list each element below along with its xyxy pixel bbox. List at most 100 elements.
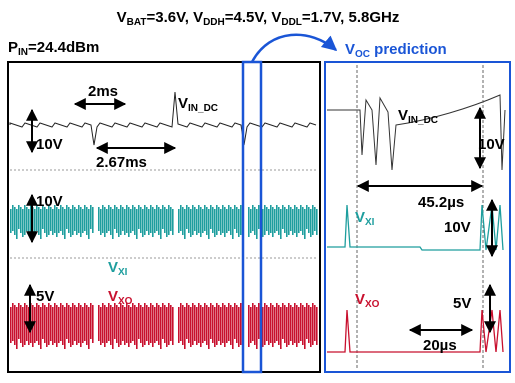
trace-vxo xyxy=(270,303,272,343)
trace-vxo xyxy=(164,305,166,343)
trace-vxo xyxy=(56,305,58,347)
trace-vxi xyxy=(294,205,296,233)
trace-vxi xyxy=(28,209,30,235)
label: VOC prediction xyxy=(345,41,447,60)
trace-vxo xyxy=(228,303,230,341)
trace-vxi xyxy=(162,205,164,229)
trace-vxo xyxy=(70,307,72,347)
trace-vxo xyxy=(280,307,282,349)
label-base: V xyxy=(355,291,365,308)
trace-vxi xyxy=(114,205,116,229)
trace-vxi xyxy=(80,207,82,237)
trace-vxo xyxy=(106,307,108,343)
trace-vxi xyxy=(312,205,314,235)
trace-vxi xyxy=(238,209,240,237)
trace-vxo xyxy=(256,307,258,349)
label-base: V xyxy=(398,107,408,124)
trace-vxi xyxy=(220,209,222,235)
trace-vxo xyxy=(82,307,84,343)
label: 5V xyxy=(36,288,54,305)
trace-vxo xyxy=(112,307,114,349)
trace-vxo xyxy=(290,305,292,341)
trace-vxo xyxy=(20,305,22,343)
trace-vxo xyxy=(252,303,254,341)
trace-vxo xyxy=(276,303,278,341)
trace-vxo xyxy=(186,303,188,339)
trace-vxo xyxy=(54,303,56,343)
trace-vxo xyxy=(62,305,64,345)
trace-vxo xyxy=(282,303,284,339)
label-after: =24.4dBm xyxy=(28,39,99,56)
trace-vxi xyxy=(146,207,148,231)
trace-vxo xyxy=(52,307,54,345)
trace-vxi xyxy=(206,207,208,235)
trace-vxo xyxy=(46,307,48,347)
trace-vxo xyxy=(168,303,170,345)
trace-vxi xyxy=(58,209,60,233)
trace-vxo xyxy=(248,305,250,347)
trace-vxi xyxy=(156,205,158,231)
trace-vxo xyxy=(188,305,190,343)
trace-vxi xyxy=(314,207,316,231)
trace-vxi xyxy=(62,207,64,235)
trace-vxo xyxy=(200,305,202,347)
trace-vxo xyxy=(16,307,18,349)
trace-vxo xyxy=(102,303,104,343)
trace-vxi xyxy=(288,205,290,235)
trace-vxi xyxy=(274,209,276,233)
trace-vxo xyxy=(222,303,224,343)
callout-arrow xyxy=(252,35,336,62)
trace-vxi xyxy=(192,205,194,235)
trace-vxo xyxy=(66,303,68,339)
trace-vxo xyxy=(240,303,242,345)
trace-vxi xyxy=(108,205,110,231)
trace-vxo xyxy=(10,307,12,343)
trace-vxo xyxy=(296,305,298,347)
trace-vxi xyxy=(234,205,236,229)
label: 2.67ms xyxy=(96,154,147,171)
label-sub: XI xyxy=(118,267,128,278)
trace-vxi xyxy=(210,205,212,229)
trace-vxi xyxy=(248,207,250,237)
trace-vxi xyxy=(104,207,106,237)
trace-vxi xyxy=(18,205,20,229)
trace-vxi xyxy=(148,209,150,235)
trace-vxo xyxy=(278,305,280,345)
trace-vxi xyxy=(72,205,74,235)
trace-vxo xyxy=(292,307,294,345)
trace-vxi xyxy=(98,207,100,231)
trace-vxi xyxy=(270,205,272,233)
trace-vxo xyxy=(72,303,74,345)
trace-vxo xyxy=(14,305,16,345)
trace-vxi xyxy=(142,209,144,237)
trace-vxo xyxy=(128,305,130,347)
trace-vxo xyxy=(226,307,228,343)
label-base: V xyxy=(355,209,365,226)
figure: VBAT=3.6V, VDDH=4.5V, VDDL=1.7V, 5.8GHzP… xyxy=(0,0,515,378)
trace-vxi xyxy=(280,209,282,239)
trace-vxo xyxy=(250,307,252,343)
trace-vxi xyxy=(40,209,42,239)
trace-vxo xyxy=(274,307,276,343)
trace-vxi xyxy=(190,209,192,237)
trace-vxi xyxy=(186,205,188,229)
trace-vxo xyxy=(116,305,118,343)
trace-vxo xyxy=(58,307,60,343)
trace-vxo xyxy=(166,307,168,347)
trace-vxo xyxy=(118,307,120,347)
trace-vxi xyxy=(282,205,284,229)
trace-vxo xyxy=(124,307,126,345)
trace-vxi xyxy=(150,205,152,233)
trace-vxo xyxy=(148,307,150,345)
trace-vxo xyxy=(160,307,162,349)
label-after: =1.7V, 5.8GHz xyxy=(302,9,399,26)
trace-vxi xyxy=(68,207,70,233)
trace-vxi xyxy=(180,205,182,231)
trace-vxi xyxy=(290,207,292,231)
trace-vxi xyxy=(258,205,260,229)
trace-vxi xyxy=(26,207,28,231)
trace-vxo xyxy=(34,307,36,343)
trace-vxo xyxy=(206,305,208,345)
trace-vxo xyxy=(286,307,288,347)
trace-vxo xyxy=(172,307,174,345)
